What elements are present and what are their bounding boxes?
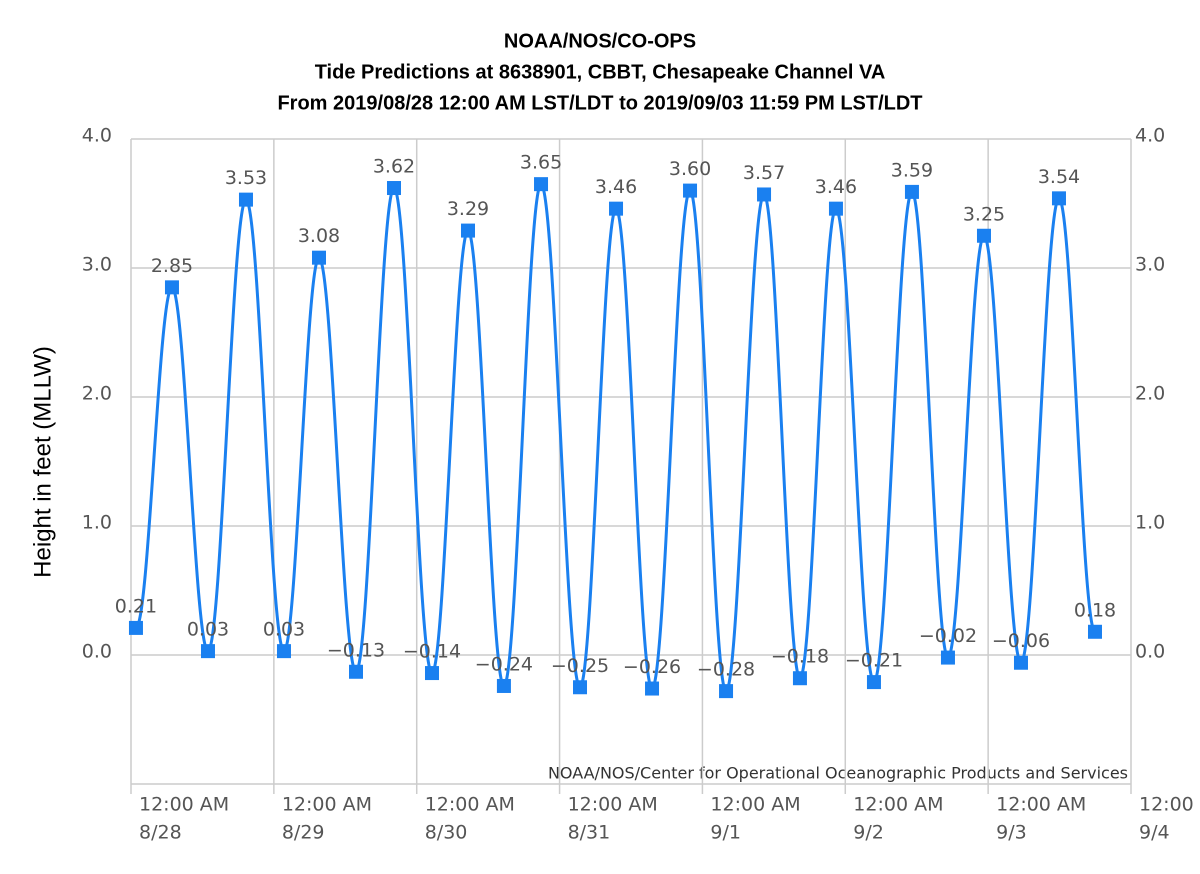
data-label: 3.46 bbox=[815, 176, 857, 198]
x-tick-label: 9/3 bbox=[996, 822, 1027, 844]
marker bbox=[1051, 191, 1066, 206]
data-label: 2.85 bbox=[151, 255, 193, 277]
marker bbox=[683, 183, 698, 198]
marker bbox=[164, 280, 179, 295]
x-tick-label: 12:00 AM bbox=[710, 794, 800, 816]
marker bbox=[940, 650, 955, 665]
y-tick-label: 4.0 bbox=[82, 125, 112, 147]
data-label: 3.57 bbox=[743, 162, 785, 184]
marker bbox=[976, 228, 991, 243]
data-label: 3.29 bbox=[447, 198, 489, 220]
marker bbox=[386, 181, 401, 196]
data-label: 0.03 bbox=[187, 619, 229, 641]
data-label: −0.21 bbox=[845, 650, 903, 672]
marker bbox=[719, 684, 734, 699]
y2-tick-label: 4.0 bbox=[1135, 125, 1165, 147]
marker bbox=[200, 644, 215, 659]
data-label: 3.59 bbox=[891, 159, 933, 181]
x-tick-label: 12:00 AM bbox=[568, 794, 658, 816]
x-tick-label: 8/28 bbox=[139, 822, 182, 844]
x-tick-label: 12:00 AM bbox=[282, 794, 372, 816]
y-tick-label: 2.0 bbox=[82, 383, 112, 405]
y2-tick-label: 3.0 bbox=[1135, 254, 1165, 276]
x-tick-label: 8/29 bbox=[282, 822, 325, 844]
y2-tick-label: 2.0 bbox=[1135, 383, 1165, 405]
x-tick-label: 12:00 AM bbox=[139, 794, 229, 816]
tide-line bbox=[134, 182, 1097, 693]
marker bbox=[349, 664, 363, 679]
data-label: −0.24 bbox=[475, 653, 533, 675]
chart-title: Tide Predictions at 8638901, CBBT, Chesa… bbox=[315, 61, 886, 83]
y-tick-label: 0.0 bbox=[82, 641, 112, 663]
x-tick-label: 8/30 bbox=[425, 822, 468, 844]
data-label: −0.06 bbox=[992, 630, 1050, 652]
chart-title: NOAA/NOS/CO-OPS bbox=[504, 30, 696, 52]
chart-title: From 2019/08/28 12:00 AM LST/LDT to 2019… bbox=[277, 92, 922, 114]
y2-tick-label: 1.0 bbox=[1135, 512, 1165, 534]
marker bbox=[496, 678, 511, 693]
credit: NOAA/NOS/Center for Operational Oceanogr… bbox=[548, 764, 1128, 783]
data-label: 3.25 bbox=[963, 203, 1005, 225]
x-tick-label: 12:00 AM bbox=[425, 794, 515, 816]
y-tick-label: 3.0 bbox=[82, 254, 112, 276]
data-label: −0.18 bbox=[771, 646, 829, 668]
marker bbox=[534, 177, 549, 192]
data-label: 3.62 bbox=[373, 156, 415, 178]
marker bbox=[238, 192, 253, 207]
data-label: −0.14 bbox=[403, 641, 461, 663]
marker bbox=[645, 681, 660, 696]
marker bbox=[904, 184, 919, 199]
data-label: −0.28 bbox=[697, 659, 755, 681]
data-label: −0.02 bbox=[919, 625, 977, 647]
marker bbox=[276, 644, 291, 659]
marker bbox=[461, 223, 476, 238]
data-label: 0.21 bbox=[115, 595, 157, 617]
marker bbox=[757, 187, 772, 202]
y2-tick-label: 0.0 bbox=[1135, 641, 1165, 663]
marker bbox=[311, 250, 326, 265]
data-label: 3.65 bbox=[520, 152, 562, 174]
x-tick-label: 12:00 AM bbox=[853, 794, 943, 816]
marker bbox=[866, 675, 881, 690]
marker bbox=[792, 671, 807, 686]
x-tick-label: 12:00 AM bbox=[996, 794, 1086, 816]
data-label: 3.60 bbox=[669, 158, 711, 180]
x-tick-label: 9/4 bbox=[1139, 822, 1170, 844]
data-label: −0.26 bbox=[623, 656, 681, 678]
marker bbox=[1087, 624, 1102, 639]
marker bbox=[1013, 655, 1028, 670]
marker bbox=[828, 201, 843, 216]
data-label: 3.53 bbox=[225, 167, 267, 189]
x-tick-label: 12:00 bbox=[1139, 794, 1194, 816]
data-label: 3.46 bbox=[595, 176, 637, 198]
data-label: −0.25 bbox=[551, 655, 609, 677]
x-tick-label: 9/1 bbox=[710, 822, 741, 844]
data-label: 0.18 bbox=[1074, 599, 1116, 621]
y-tick-label: 1.0 bbox=[82, 512, 112, 534]
data-label: 3.54 bbox=[1038, 166, 1080, 188]
x-tick-label: 9/2 bbox=[853, 822, 884, 844]
y-axis-label: Height in feet (MLLW) bbox=[29, 346, 56, 578]
x-tick-label: 8/31 bbox=[568, 822, 611, 844]
data-label: −0.13 bbox=[327, 639, 385, 661]
data-label: 3.08 bbox=[298, 225, 340, 247]
data-label: 0.03 bbox=[263, 619, 305, 641]
marker bbox=[609, 201, 624, 216]
marker bbox=[128, 620, 143, 635]
marker bbox=[424, 666, 439, 681]
marker bbox=[573, 680, 588, 695]
